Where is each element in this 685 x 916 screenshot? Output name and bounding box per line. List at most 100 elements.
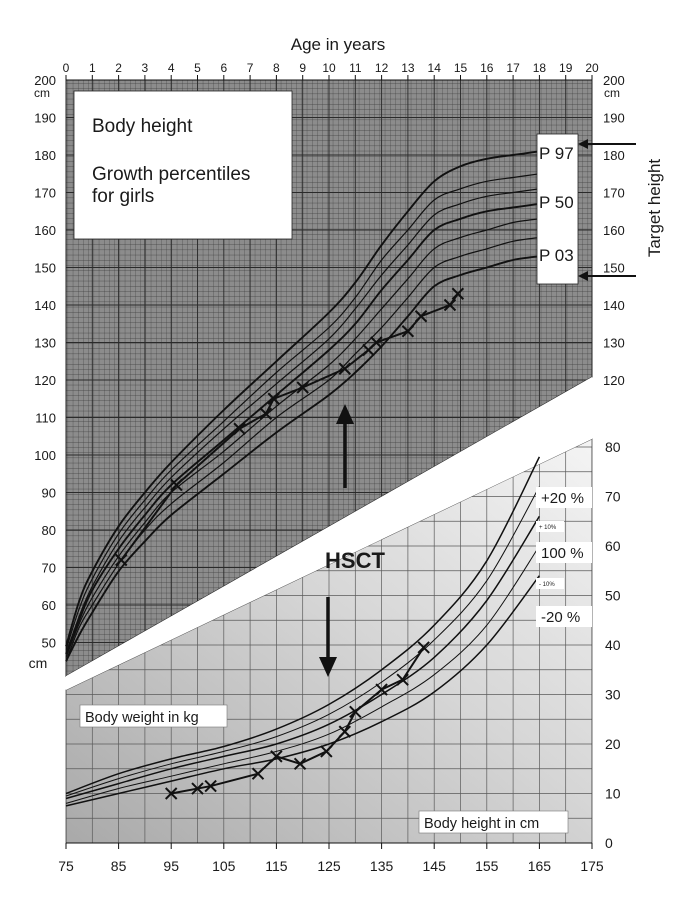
body-height-tick-label: 75 xyxy=(58,858,74,874)
height-data-point xyxy=(267,392,280,405)
height-data-marker-stroke xyxy=(170,478,183,492)
height-tick-label-right: 190 xyxy=(603,111,625,126)
weight-data-point xyxy=(417,641,430,654)
weight-label-100: 100 % xyxy=(541,545,584,562)
height-tick-label-left: 180 xyxy=(34,148,56,163)
height-percentile-curve xyxy=(65,173,540,651)
height-tick-label-left: 190 xyxy=(34,111,56,126)
weight-x-axis-title: Body height in cm xyxy=(424,816,539,832)
weight-label-minus20: -20 % xyxy=(541,609,580,626)
chart-title: Body height xyxy=(92,116,193,137)
body-height-tick-label: 85 xyxy=(111,858,127,874)
weight-data-point xyxy=(251,767,265,780)
title-box xyxy=(73,90,293,240)
height-data-marker-stroke xyxy=(338,362,351,375)
weight-data-point xyxy=(338,725,351,738)
body-height-tick-label: 175 xyxy=(580,858,604,874)
height-data-marker-stroke xyxy=(296,381,309,394)
height-data-point xyxy=(338,362,351,375)
height-tick-label-left: 150 xyxy=(34,261,56,276)
height-data-marker-stroke xyxy=(443,298,457,312)
unit-bottom-left: cm xyxy=(29,655,48,671)
percentile-label-p03: P 03 xyxy=(539,246,574,265)
weight-xlabel-box xyxy=(418,810,569,834)
percentile-label-p97: P 97 xyxy=(539,144,574,163)
height-percentile-curves xyxy=(65,150,540,662)
weight-data-marker-stroke xyxy=(320,745,333,758)
weight-data-marker-stroke xyxy=(338,725,351,738)
weight-data-point xyxy=(191,782,204,795)
unit-top-right: cm xyxy=(604,86,620,100)
height-data-marker-stroke xyxy=(401,325,415,338)
height-data-point xyxy=(115,553,128,567)
age-tick-label: 11 xyxy=(349,61,362,75)
height-data-marker-stroke xyxy=(451,287,465,300)
age-tick-label: 9 xyxy=(299,61,306,75)
label-box-plus10 xyxy=(536,521,564,532)
weight-data-point xyxy=(396,673,409,686)
height-tick-label-left: 170 xyxy=(34,186,56,201)
body-height-tick-label: 155 xyxy=(475,858,499,874)
height-tick-label-left: 160 xyxy=(34,223,56,238)
weight-data-point xyxy=(349,705,362,719)
height-data-marker-stroke xyxy=(259,407,273,420)
height-percentile-curve xyxy=(65,202,540,655)
target-height-arrow-upper xyxy=(578,139,636,149)
age-tick-label: 13 xyxy=(401,61,415,75)
height-data-point xyxy=(370,336,383,349)
height-tick-label-right: 170 xyxy=(603,186,625,201)
hsct-up-arrow xyxy=(336,404,354,488)
height-tick-label-left: 100 xyxy=(34,448,56,463)
age-tick-label: 0 xyxy=(63,61,70,75)
weight-data-point xyxy=(164,787,178,800)
age-tick-label: 19 xyxy=(559,61,573,75)
weight-chart-title: Body weight in kg xyxy=(85,710,199,726)
weight-percentile-curve xyxy=(65,456,541,795)
age-tick-label: 5 xyxy=(194,61,201,75)
weight-tick-label: 50 xyxy=(605,588,621,604)
height-data-point xyxy=(259,407,273,420)
height-tick-label-right: 150 xyxy=(603,261,625,276)
height-tick-label-left: 120 xyxy=(34,373,56,388)
age-tick-label: 20 xyxy=(585,61,599,75)
weight-percentile-curve xyxy=(65,486,540,797)
label-box-100 xyxy=(536,542,592,563)
weight-title-box xyxy=(79,704,228,728)
height-percentile-curve xyxy=(65,218,540,658)
age-tick-label: 8 xyxy=(273,61,280,75)
height-tick-label-left: 80 xyxy=(42,523,56,538)
weight-tick-label: 20 xyxy=(605,736,621,752)
weight-data-point xyxy=(375,683,388,696)
body-height-tick-label: 145 xyxy=(423,858,447,874)
height-data-point xyxy=(443,298,457,312)
target-height-arrow-lower xyxy=(578,271,636,281)
height-data-point xyxy=(414,310,428,323)
weight-label-plus10: + 10% xyxy=(539,525,557,531)
body-height-tick-label: 165 xyxy=(528,858,552,874)
unit-top-left: cm xyxy=(34,86,50,100)
weight-data-marker-stroke xyxy=(191,782,204,795)
weight-data-line xyxy=(171,646,425,795)
weight-data-marker-stroke xyxy=(204,779,217,793)
hsct-down-arrow xyxy=(319,597,337,677)
height-percentile-curve xyxy=(65,255,540,662)
percentile-label-p50: P 50 xyxy=(539,193,574,212)
height-tick-label-left: 90 xyxy=(42,486,56,501)
label-box-plus20 xyxy=(536,487,592,508)
age-tick-label: 4 xyxy=(168,61,175,75)
age-tick-label: 3 xyxy=(142,61,149,75)
weight-data-marker-stroke xyxy=(164,787,178,800)
label-box-minus10 xyxy=(536,578,564,589)
weight-tick-label: 0 xyxy=(605,835,613,851)
axes: 0 1 2 3 4 5 6 7 8 9 10 11 12 13 14 15 16 17 18 19 2050607080… xyxy=(34,61,624,874)
height-data-point xyxy=(170,478,183,492)
body-height-tick-label: 125 xyxy=(317,858,341,874)
weight-data-marker-stroke xyxy=(375,683,388,696)
height-data-marker-stroke xyxy=(233,422,246,435)
weight-patient-series xyxy=(164,641,430,800)
weight-tick-label: 70 xyxy=(605,489,621,505)
age-tick-label: 1 xyxy=(89,61,96,75)
age-tick-label: 12 xyxy=(375,61,389,75)
x-axis-title-top: Age in years xyxy=(291,35,386,54)
